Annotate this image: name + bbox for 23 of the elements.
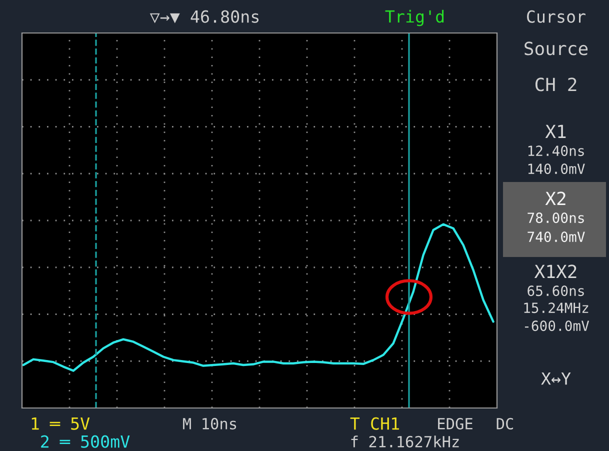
text: DC xyxy=(496,418,514,430)
text: 65.60ns xyxy=(528,286,584,296)
text: CH 2 xyxy=(535,78,576,92)
text: Cursor xyxy=(527,10,586,23)
text: 78.00ns xyxy=(528,212,584,224)
text: 15.24MHz xyxy=(524,302,588,314)
text: EDGE xyxy=(438,418,472,430)
text: X2 xyxy=(545,192,566,206)
text: T CH1 xyxy=(350,417,399,430)
text: -600.0mV xyxy=(524,320,590,332)
text: 2 ═ 500mV xyxy=(41,435,130,448)
text: 740.0mV xyxy=(528,232,585,242)
text: 12.40ns xyxy=(528,146,584,156)
text: Source xyxy=(524,42,588,56)
text: X1 xyxy=(545,124,566,138)
text: 1 ═ 5V xyxy=(32,417,90,430)
text: 140.0mV xyxy=(528,164,585,174)
text: M 10ns xyxy=(183,418,236,430)
text: X1X2 xyxy=(534,264,576,278)
text: X↔Y xyxy=(541,372,571,385)
text: ▽→▼ 46.80ns xyxy=(150,10,259,24)
text: f 21.1627kHz xyxy=(351,436,459,448)
text: Trig'd xyxy=(385,10,444,26)
